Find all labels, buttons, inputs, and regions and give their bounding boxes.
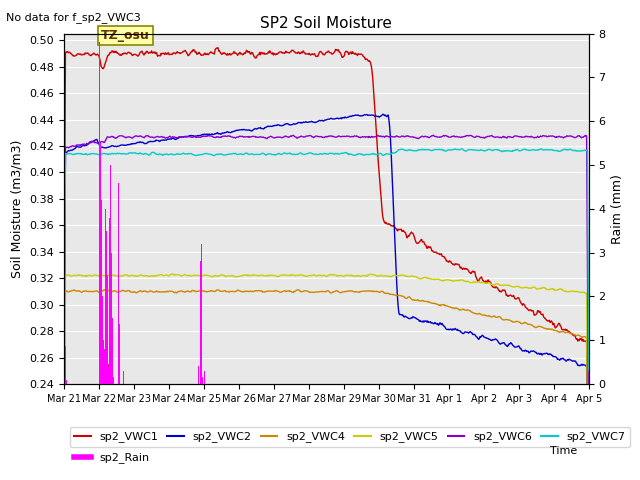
- Text: No data for f_sp2_VWC3: No data for f_sp2_VWC3: [6, 12, 141, 23]
- Text: TZ_osu: TZ_osu: [100, 29, 150, 42]
- Bar: [201, 244, 202, 384]
- Bar: [202, 377, 203, 384]
- Text: Time: Time: [550, 445, 577, 456]
- Bar: [113, 377, 114, 384]
- Bar: [107, 275, 108, 384]
- Bar: [66, 380, 67, 384]
- Y-axis label: Raim (mm): Raim (mm): [611, 174, 624, 244]
- Bar: [64, 257, 65, 384]
- Bar: [198, 367, 199, 384]
- Bar: [102, 296, 103, 384]
- Bar: [204, 371, 205, 384]
- Bar: [112, 318, 113, 384]
- Bar: [111, 252, 112, 384]
- Bar: [103, 340, 104, 384]
- Bar: [198, 379, 200, 384]
- Legend: sp2_Rain: sp2_Rain: [70, 448, 154, 468]
- Y-axis label: Soil Moisture (m3/m3): Soil Moisture (m3/m3): [11, 140, 24, 278]
- Bar: [110, 165, 111, 384]
- Title: SP2 Soil Moisture: SP2 Soil Moisture: [260, 16, 392, 31]
- Bar: [204, 380, 205, 384]
- Bar: [123, 371, 124, 384]
- Bar: [99, 42, 100, 384]
- Bar: [118, 182, 119, 384]
- Bar: [100, 143, 101, 384]
- Bar: [105, 209, 106, 384]
- Bar: [109, 99, 111, 384]
- Bar: [65, 346, 66, 384]
- Bar: [119, 324, 120, 384]
- Bar: [104, 349, 106, 384]
- Bar: [100, 200, 102, 384]
- Bar: [108, 364, 109, 384]
- Bar: [106, 231, 107, 384]
- Bar: [200, 261, 201, 384]
